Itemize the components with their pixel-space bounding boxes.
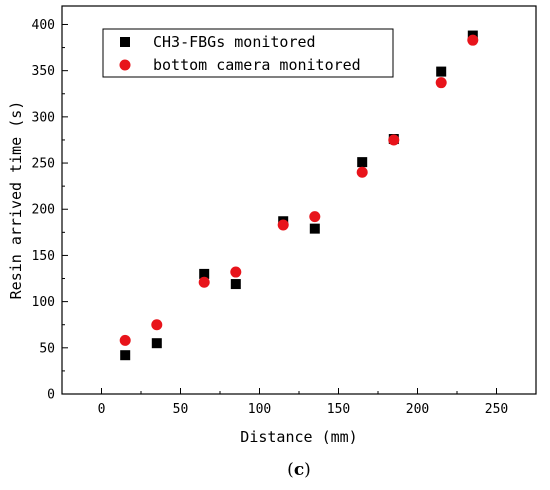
- data-point-square: [199, 268, 210, 279]
- data-point-circle: [467, 34, 479, 46]
- x-tick-label: 200: [406, 402, 429, 417]
- x-tick-label: 0: [98, 402, 106, 417]
- legend-box: [102, 28, 394, 78]
- data-point-square: [230, 279, 241, 290]
- data-point-square: [309, 223, 320, 234]
- data-point-circle: [119, 334, 131, 346]
- data-point-circle: [151, 319, 163, 331]
- y-axis-title: Resin arrived time (s): [7, 101, 25, 300]
- y-tick-label: 250: [32, 157, 55, 172]
- x-tick-label: 150: [327, 402, 350, 417]
- data-point-square: [436, 66, 447, 77]
- y-tick-label: 400: [32, 18, 55, 33]
- y-tick-label: 200: [32, 203, 55, 218]
- legend-marker-circle: [119, 59, 131, 71]
- y-tick-label: 100: [32, 295, 55, 310]
- panel-label: (c): [287, 460, 311, 480]
- legend: CH3-FBGs monitored bottom camera monitor…: [102, 28, 394, 78]
- data-point-circle: [356, 166, 368, 178]
- legend-entry-bottom-camera: bottom camera monitored: [153, 56, 361, 74]
- x-tick-label: 50: [173, 402, 189, 417]
- data-points: [119, 30, 479, 361]
- x-tick-label: 100: [248, 402, 271, 417]
- x-axis-title: Distance (mm): [240, 428, 357, 446]
- y-tick-label: 0: [47, 388, 55, 403]
- data-point-square: [120, 350, 131, 361]
- y-tick-label: 350: [32, 64, 55, 79]
- legend-entry-ch3-fbgs: CH3-FBGs monitored: [153, 33, 316, 51]
- y-tick-label: 150: [32, 249, 55, 264]
- y-tick-label: 300: [32, 110, 55, 125]
- data-point-circle: [277, 219, 289, 231]
- data-point-circle: [230, 266, 242, 278]
- legend-marker-square: [120, 37, 130, 47]
- y-axis-ticks: 0 50 100 150 200 250 300 350 400: [32, 18, 68, 403]
- data-point-circle: [435, 77, 447, 89]
- data-point-square: [151, 338, 162, 349]
- data-point-square: [357, 157, 368, 168]
- x-tick-label: 250: [485, 402, 508, 417]
- data-point-circle: [309, 211, 321, 223]
- x-axis-ticks: 0 50 100 150 200 250: [61, 388, 508, 417]
- data-point-circle: [198, 276, 210, 288]
- data-point-circle: [388, 134, 400, 146]
- y-tick-label: 50: [39, 341, 55, 356]
